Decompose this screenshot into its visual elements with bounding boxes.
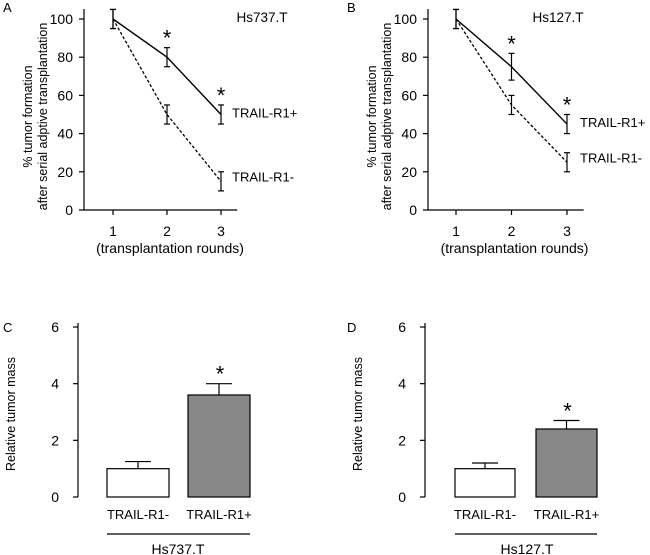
data-point	[455, 18, 457, 20]
data-point	[166, 56, 168, 58]
panel-c: C 0 2 4 6 Relative tumor mass TRAIL-R1- TRAIL-R…	[3, 319, 252, 555]
series-label: TRAIL-R1-	[580, 150, 642, 165]
y-tick-label: 0	[65, 202, 73, 218]
x-tick-label: 1	[109, 223, 117, 239]
significance-star: *	[563, 399, 572, 424]
y-tick-label: 2	[51, 432, 59, 448]
y-tick-label: 40	[401, 126, 417, 142]
y-tick-label: 0	[409, 202, 417, 218]
panel-title: Hs737.T	[236, 10, 287, 25]
significance-star: *	[163, 26, 172, 51]
category-label: TRAIL-R1+	[186, 507, 251, 522]
data-point	[566, 123, 568, 125]
y-tick-label: 100	[50, 11, 74, 27]
y-tick-label: 60	[57, 87, 73, 103]
y-axis-label: % tumor formationafter serial adptive tr…	[21, 23, 50, 211]
category-label: TRAIL-R1-	[454, 507, 516, 522]
y-tick-label: 20	[57, 164, 73, 180]
y-axis-label-line: % tumor formation	[365, 65, 379, 167]
y-tick-label: 4	[398, 376, 406, 392]
significance-star: *	[217, 83, 226, 108]
panel-letter: A	[3, 0, 12, 15]
y-tick-label: 6	[51, 319, 59, 335]
data-point	[511, 104, 512, 106]
y-tick-label: 6	[398, 319, 406, 335]
panel-letter: C	[3, 320, 12, 335]
group-label: Hs737.T	[152, 541, 205, 555]
series-label: TRAIL-R1-	[232, 169, 294, 184]
panel-d: D 0 2 4 6 Relative tumor mass TRAIL-R1- TRAIL-R…	[347, 319, 599, 555]
y-axis-label: Relative tumor mass	[351, 357, 365, 471]
y-tick-label: 2	[398, 432, 406, 448]
y-axis-label-line: % tumor formation	[21, 65, 35, 167]
y-tick-label: 40	[57, 126, 73, 142]
x-tick-label: 3	[217, 223, 225, 239]
y-tick-label: 80	[57, 49, 73, 65]
data-point	[220, 180, 222, 182]
series-label: TRAIL-R1+	[232, 106, 297, 121]
y-axis-label: Relative tumor mass	[4, 357, 18, 471]
series-line-negative	[112, 18, 222, 182]
significance-star: *	[563, 93, 572, 118]
bar	[106, 468, 170, 498]
y-axis-label-line: after serial adptive transplantation	[380, 23, 394, 211]
y-axis-label: % tumor formationafter serial adptive tr…	[365, 23, 394, 211]
panel-letter: D	[347, 320, 356, 335]
x-tick-label: 2	[508, 223, 516, 239]
bar	[187, 394, 251, 498]
x-axis-label: (transplantation rounds)	[96, 240, 244, 256]
y-tick-label: 0	[51, 489, 59, 505]
group-label: Hs127.T	[501, 541, 554, 555]
x-axis-label: (transplantation rounds)	[441, 240, 589, 256]
panel-letter: B	[347, 0, 356, 15]
data-point	[511, 66, 512, 68]
x-tick-label: 1	[452, 223, 460, 239]
y-tick-label: 100	[394, 11, 418, 27]
y-axis-label-line: after serial adptive transplantation	[36, 23, 50, 211]
y-tick-label: 0	[398, 489, 406, 505]
y-tick-label: 20	[401, 164, 417, 180]
y-tick-label: 80	[401, 49, 417, 65]
y-tick-label: 4	[51, 376, 59, 392]
panel-b: B 0 20 40 60 80 100 1 2 3(transplantation rounds)…	[347, 0, 645, 256]
panel-title: Hs127.T	[532, 10, 583, 25]
x-tick-label: 3	[563, 223, 571, 239]
series-label: TRAIL-R1+	[580, 115, 645, 130]
panel-a: A 0 20 40 60 80 100 1 2 3(transplantation rounds)…	[3, 0, 297, 256]
data-point	[220, 114, 222, 115]
bar	[454, 468, 516, 498]
category-label: TRAIL-R1+	[534, 507, 599, 522]
data-point	[566, 161, 568, 163]
bar	[535, 428, 598, 498]
significance-star: *	[507, 31, 516, 56]
data-point	[166, 114, 168, 115]
data-point	[112, 18, 114, 20]
x-tick-label: 2	[163, 223, 171, 239]
y-tick-label: 60	[401, 87, 417, 103]
category-label: TRAIL-R1-	[107, 507, 169, 522]
significance-star: *	[216, 362, 225, 387]
